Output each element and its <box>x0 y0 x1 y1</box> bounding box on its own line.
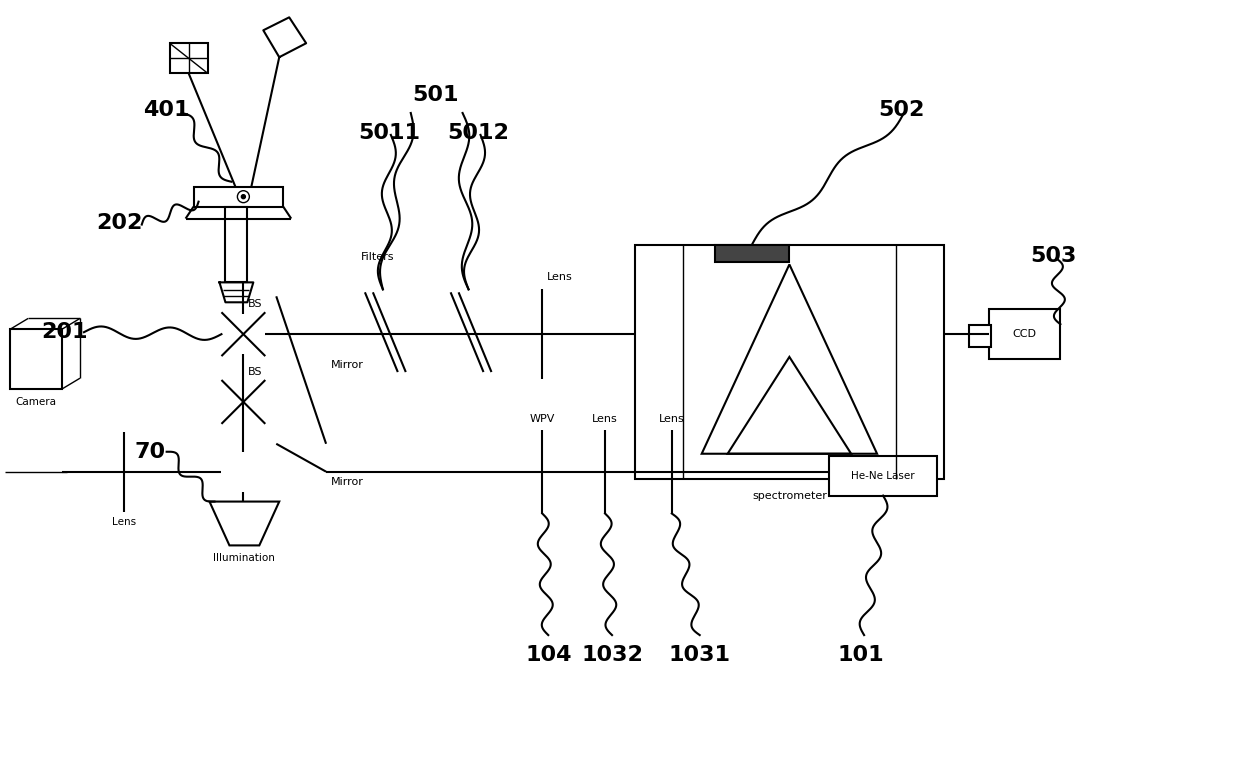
Bar <box>193 186 284 206</box>
Text: spectrometer: spectrometer <box>752 490 826 500</box>
Text: 1032: 1032 <box>581 645 643 665</box>
Bar <box>10 329 62 389</box>
Text: 401: 401 <box>144 100 190 120</box>
Text: 1031: 1031 <box>669 645 731 665</box>
Text: Camera: Camera <box>16 397 57 407</box>
Text: BS: BS <box>248 367 263 377</box>
Text: 70: 70 <box>134 442 165 461</box>
Text: 502: 502 <box>877 100 924 120</box>
Bar <box>715 244 789 263</box>
Text: 202: 202 <box>97 212 142 232</box>
Text: WPV: WPV <box>529 414 555 424</box>
Text: Lens: Lens <box>548 272 572 283</box>
Text: 104: 104 <box>525 645 571 665</box>
Text: 503: 503 <box>1031 247 1077 267</box>
Text: 501: 501 <box>413 85 458 105</box>
Text: 5012: 5012 <box>447 123 509 143</box>
Text: Lens: Lens <box>112 516 136 526</box>
Bar <box>829 456 937 496</box>
Text: BS: BS <box>248 299 263 309</box>
Bar <box>170 44 207 73</box>
Text: He-Ne Laser: He-Ne Laser <box>851 471 914 481</box>
Bar <box>969 325 991 347</box>
Text: 5011: 5011 <box>358 123 420 143</box>
Text: CCD: CCD <box>1012 329 1037 339</box>
Text: Filters: Filters <box>361 252 395 263</box>
Text: 101: 101 <box>838 645 885 665</box>
Circle shape <box>242 195 245 199</box>
Text: Lens: Lens <box>592 414 618 424</box>
Text: Mirror: Mirror <box>331 360 364 370</box>
Text: 201: 201 <box>41 322 87 342</box>
Bar <box>989 309 1061 359</box>
Bar <box>225 206 248 283</box>
Text: Illumination: Illumination <box>213 553 275 563</box>
Text: Lens: Lens <box>659 414 685 424</box>
Bar <box>634 244 944 479</box>
Text: Mirror: Mirror <box>331 477 364 487</box>
